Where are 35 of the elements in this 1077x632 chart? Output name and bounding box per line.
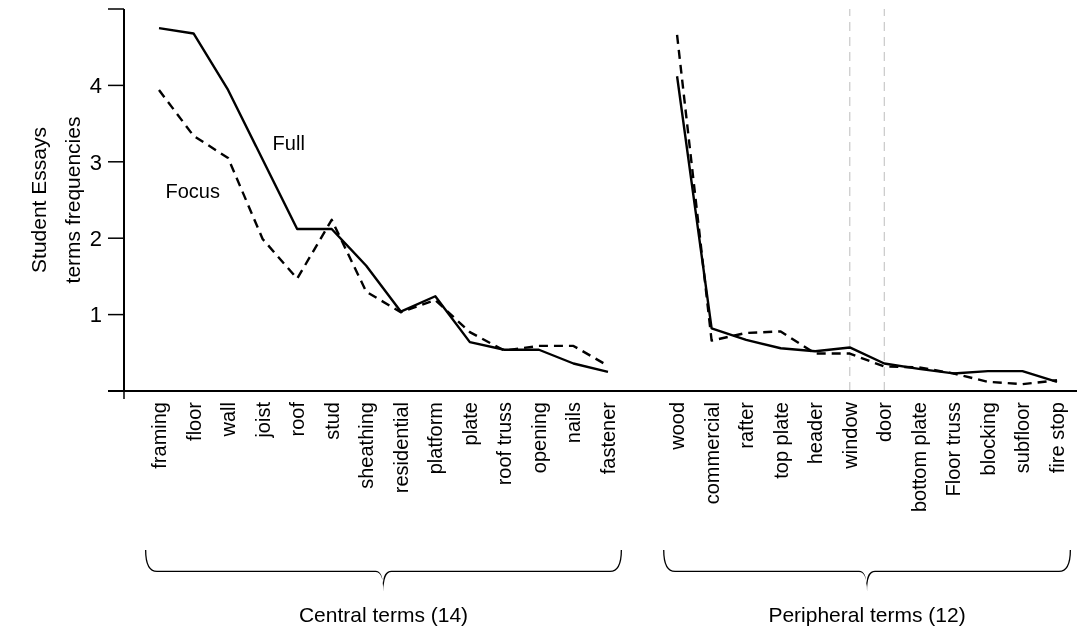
x-tick-label: opening bbox=[527, 402, 550, 474]
x-tick-label: roof bbox=[286, 401, 309, 437]
x-tick-label: blocking bbox=[976, 402, 999, 476]
x-tick-label: top plate bbox=[769, 402, 792, 479]
x-tick-label: plate bbox=[458, 402, 481, 446]
x-tick-label: bottom plate bbox=[907, 402, 930, 513]
x-tick-label: subfloor bbox=[1011, 401, 1034, 474]
x-tick-label: residential bbox=[389, 402, 412, 494]
series-label: Focus bbox=[165, 179, 221, 202]
x-tick-label: fire stop bbox=[1046, 402, 1068, 474]
y-tick-label: 3 bbox=[89, 149, 102, 175]
x-tick-label: framing bbox=[148, 402, 170, 469]
x-tick-label: wall bbox=[217, 402, 240, 438]
x-tick-label: floor bbox=[182, 401, 205, 441]
y-tick-label: 2 bbox=[89, 225, 102, 251]
series-label: Full bbox=[272, 131, 305, 154]
x-tick-label: header bbox=[804, 401, 827, 465]
x-tick-label: door bbox=[873, 401, 896, 443]
y-tick-label: 1 bbox=[89, 302, 102, 328]
x-tick-label: sheathing bbox=[355, 402, 378, 489]
text: Central terms (14) bbox=[298, 603, 469, 626]
x-tick-label: platform bbox=[424, 402, 447, 475]
x-tick-label: stud bbox=[320, 402, 343, 440]
x-tick-label: roof truss bbox=[493, 402, 516, 486]
x-tick-label: window bbox=[838, 401, 861, 470]
x-tick-label: rafter bbox=[735, 401, 758, 449]
x-tick-label: wood bbox=[666, 402, 689, 451]
y-tick-label: 4 bbox=[89, 73, 102, 99]
y-axis-title: Student Essays terms frequencies bbox=[27, 116, 84, 284]
x-tick-label: joist bbox=[251, 401, 274, 439]
text: Peripheral terms (12) bbox=[768, 603, 966, 626]
x-tick-label: commercial bbox=[700, 402, 723, 505]
x-tick-label: nails bbox=[562, 402, 585, 444]
x-tick-label: fastener bbox=[597, 401, 619, 475]
x-tick-label: Floor truss bbox=[942, 402, 965, 497]
